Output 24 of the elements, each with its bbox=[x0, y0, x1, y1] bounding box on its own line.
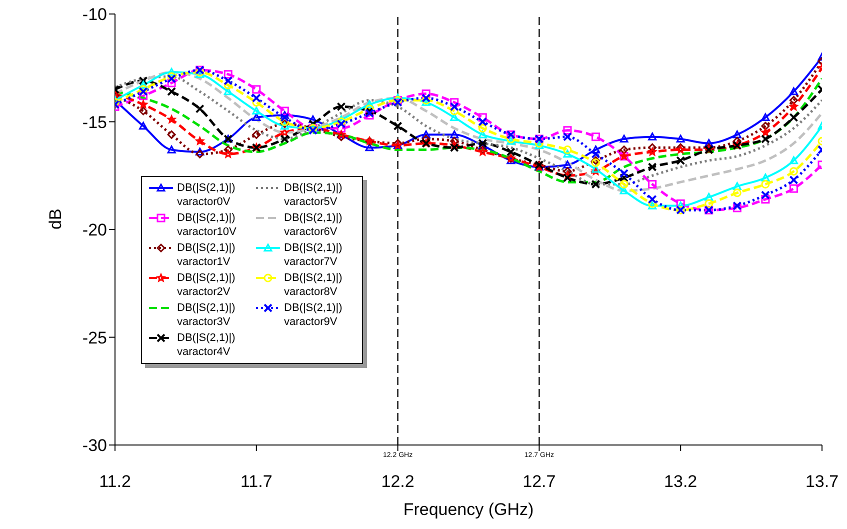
legend-label: DB(|S(2,1)|) varactor2V bbox=[177, 271, 236, 299]
x-axis-title: Frequency (GHz) bbox=[403, 500, 534, 519]
y-tick-label: -10 bbox=[82, 5, 107, 24]
legend-label: DB(|S(2,1)|) varactor6V bbox=[284, 211, 344, 239]
x-tick-label: 13.7 bbox=[805, 472, 839, 492]
y-axis-title: dB bbox=[46, 208, 66, 230]
legend-label: DB(|S(2,1)|) varactor3V bbox=[177, 301, 236, 329]
x-tick-label: 11.7 bbox=[240, 472, 272, 492]
y-tick-label: -30 bbox=[82, 436, 107, 456]
y-tick-label: -20 bbox=[82, 220, 107, 240]
x-tick-label: 12.7 bbox=[522, 472, 556, 492]
x-tick-label: 12.2 bbox=[381, 472, 414, 492]
legend-label: DB(|S(2,1)|) varactor9V bbox=[284, 301, 344, 329]
x-tick-label: 11.2 bbox=[99, 472, 131, 492]
y-tick-label: -15 bbox=[82, 112, 107, 132]
legend-label: DB(|S(2,1)|) varactor8V bbox=[284, 271, 344, 299]
legend-label: DB(|S(2,1)|) varactor5V bbox=[284, 181, 344, 209]
x-tick-label: 13.2 bbox=[664, 472, 698, 492]
legend-label: DB(|S(2,1)|) varactor10V bbox=[177, 211, 238, 239]
legend-label: DB(|S(2,1)|) varactor4V bbox=[177, 331, 236, 359]
y-tick-label: -25 bbox=[82, 328, 107, 348]
legend-label: DB(|S(2,1)|) varactor1V bbox=[177, 241, 236, 269]
legend-label: DB(|S(2,1)|) varactor7V bbox=[284, 241, 344, 269]
legend-label: DB(|S(2,1)|) varactor0V bbox=[177, 181, 236, 209]
